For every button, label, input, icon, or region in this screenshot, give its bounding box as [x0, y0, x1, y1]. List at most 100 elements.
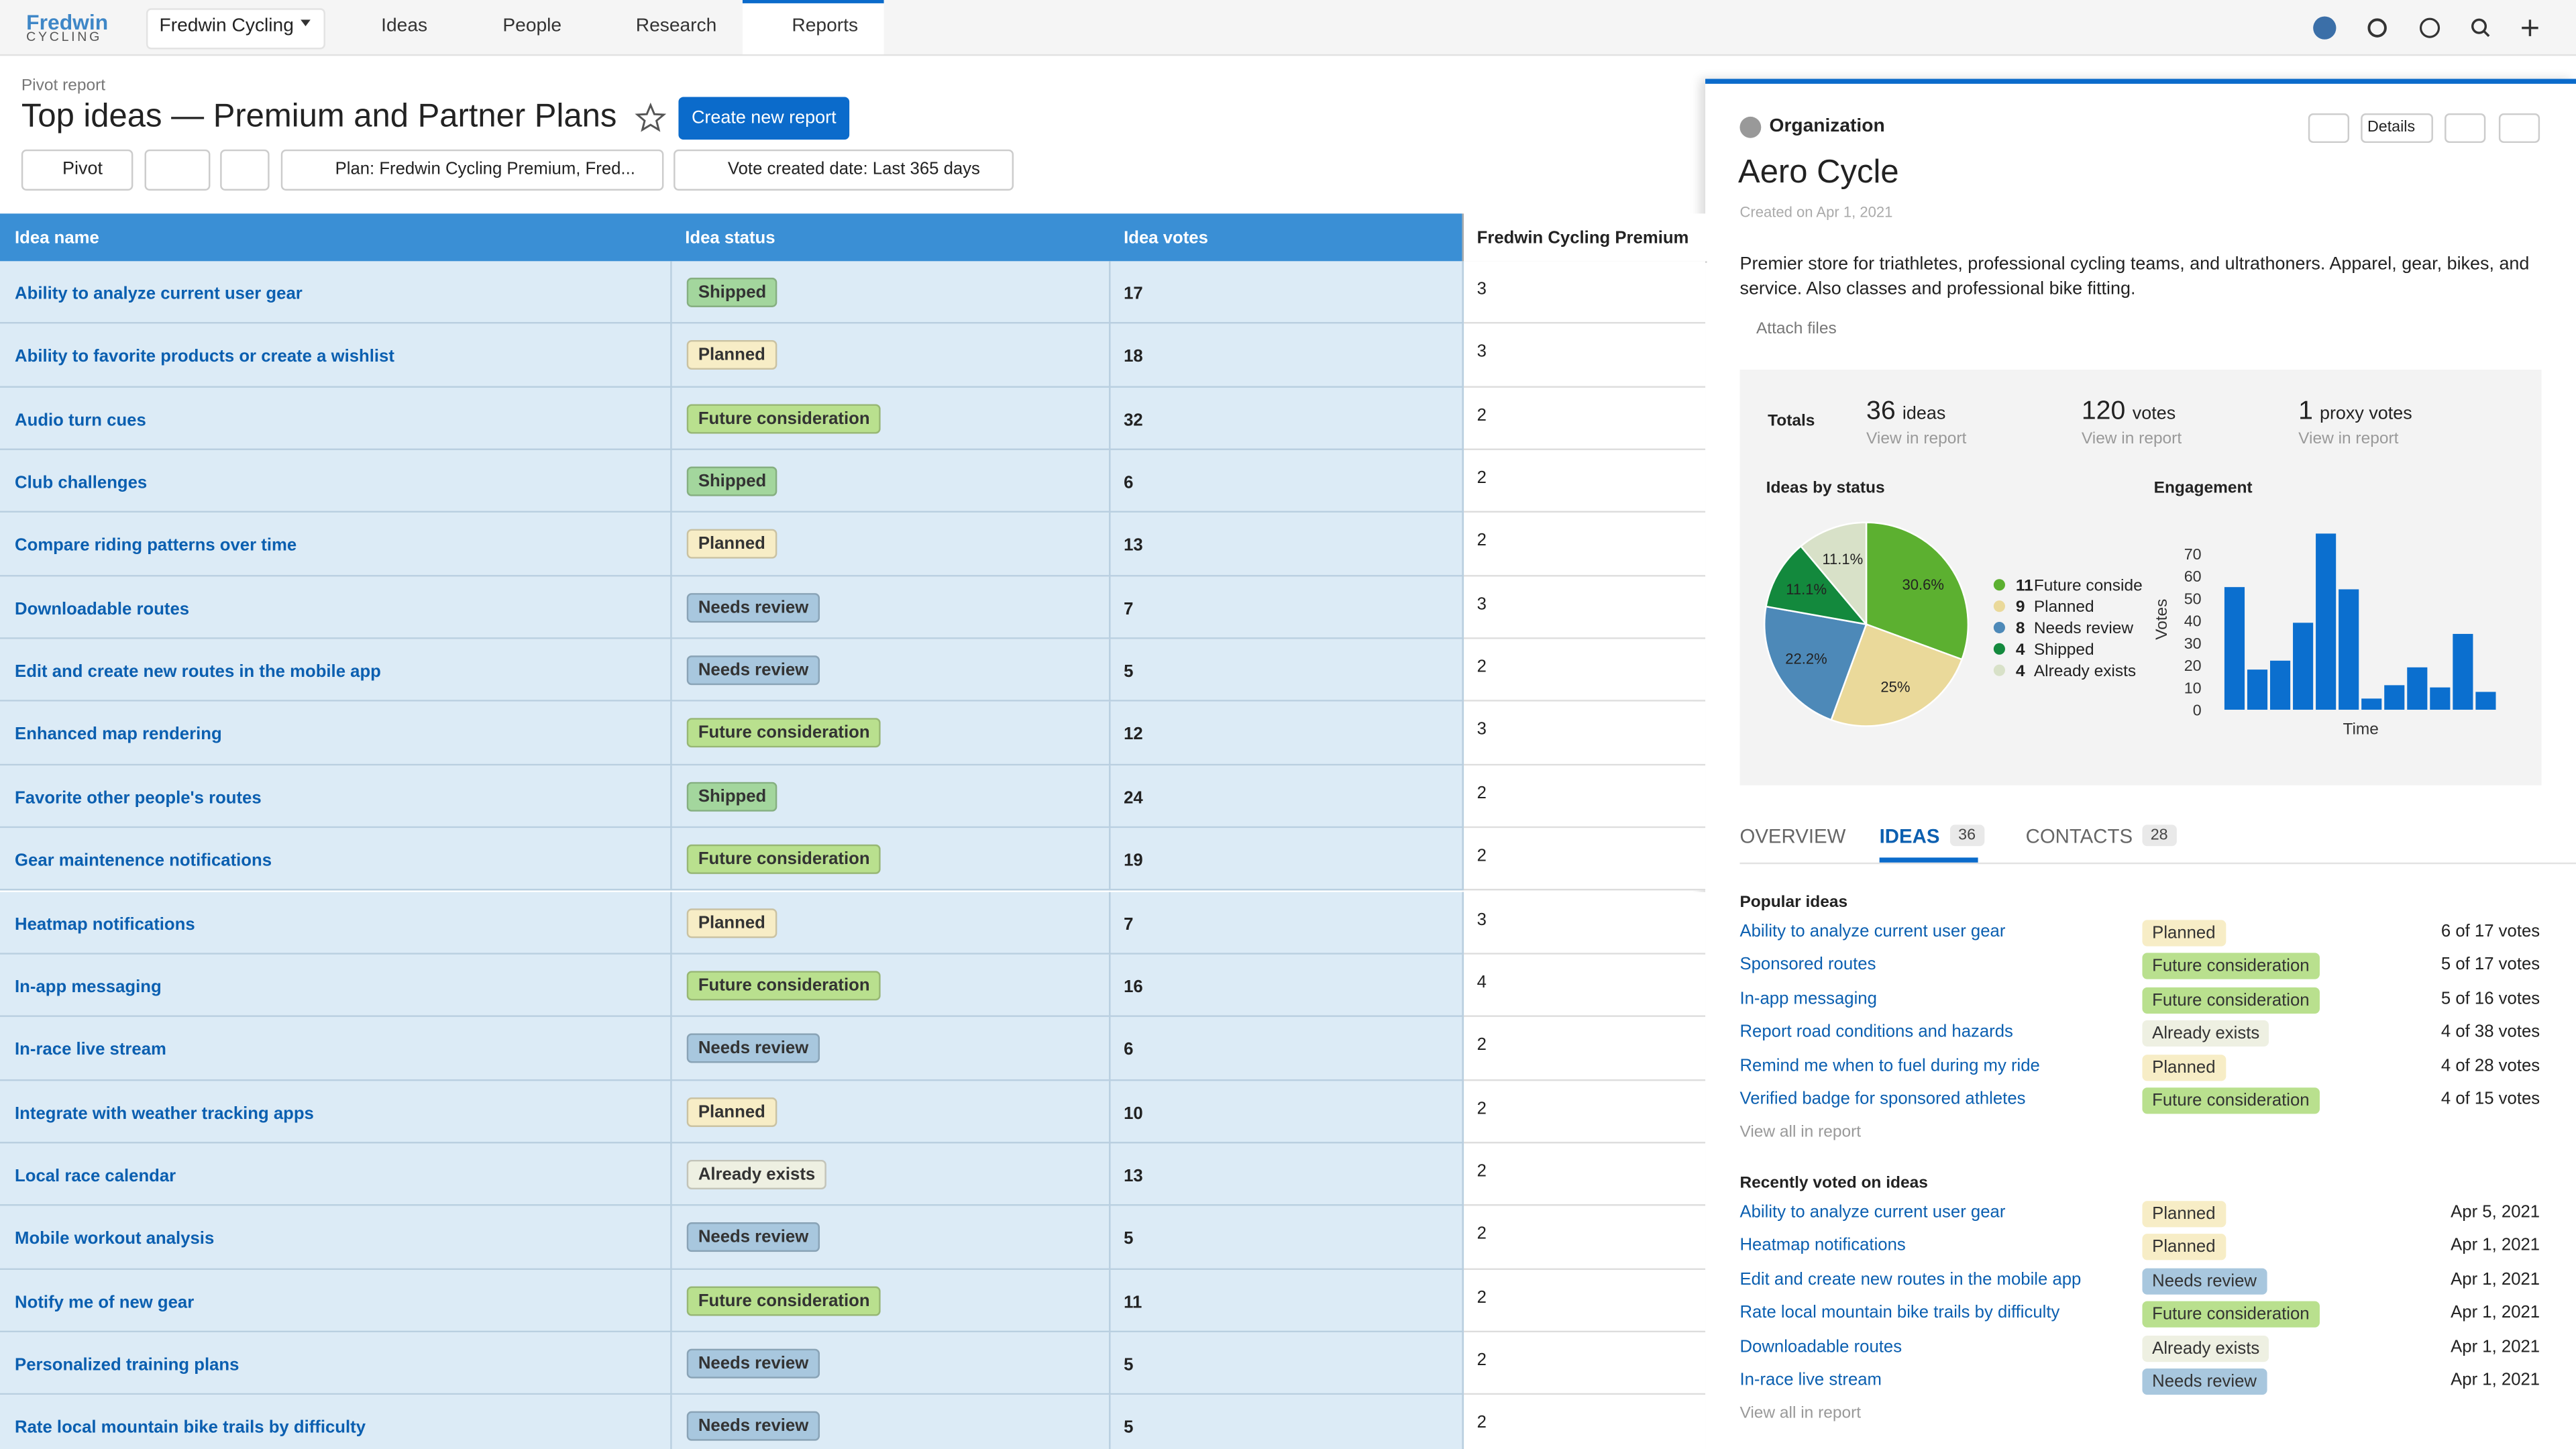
filter-button[interactable]	[220, 149, 270, 191]
column-divider	[670, 1080, 672, 1144]
idea-link[interactable]: In-app messaging	[1739, 988, 1877, 1009]
more-button[interactable]	[2445, 113, 2486, 144]
back-button[interactable]	[2308, 113, 2350, 144]
close-button[interactable]	[2498, 113, 2540, 144]
idea-name[interactable]: Personalized training plans	[15, 1355, 239, 1375]
idea-votes: 6	[1124, 473, 1134, 493]
idea-name[interactable]: Rate local mountain bike trails by diffi…	[15, 1418, 366, 1438]
column-divider	[670, 576, 672, 639]
filter-date[interactable]	[674, 149, 1014, 191]
idea-link[interactable]: In-race live stream	[1739, 1370, 1882, 1390]
idea-link[interactable]: Edit and create new routes in the mobile…	[1739, 1269, 2082, 1289]
caret	[301, 19, 311, 27]
idea-name[interactable]: Enhanced map rendering	[15, 725, 222, 745]
column-divider	[1462, 1269, 1464, 1332]
column-divider	[670, 513, 672, 576]
view-all-link[interactable]: View all in report	[1739, 1124, 1862, 1142]
column-divider	[1462, 387, 1464, 451]
pie-slice	[1799, 521, 1868, 627]
idea-name[interactable]: Ability to favorite products or create a…	[15, 347, 394, 367]
section-title: Popular ideas	[1739, 894, 1848, 912]
status-badge: Future consideration	[2142, 1301, 2320, 1328]
idea-link[interactable]: Ability to analyze current user gear	[1739, 1202, 2006, 1223]
add-icon[interactable]	[2522, 19, 2538, 36]
column-divider	[670, 387, 672, 451]
idea-name[interactable]: Club challenges	[15, 473, 148, 493]
total-link[interactable]: View in report	[2081, 430, 2182, 449]
nav-item[interactable]: Ideas	[381, 16, 428, 36]
total-link[interactable]: View in report	[2298, 430, 2399, 449]
idea-name[interactable]: Gear maintenence notifications	[15, 851, 272, 871]
filter-plan[interactable]	[280, 149, 664, 191]
idea-name[interactable]: In-race live stream	[15, 1040, 166, 1061]
tab[interactable]: CONTACTS	[2025, 824, 2133, 848]
idea-name[interactable]: Audio turn cues	[15, 410, 146, 430]
tab[interactable]: IDEAS	[1879, 824, 1940, 848]
idea-link[interactable]: Sponsored routes	[1739, 955, 1876, 975]
column-divider	[1109, 891, 1111, 955]
idea-name[interactable]: Mobile workout analysis	[15, 1229, 215, 1249]
y-tick-label: 40	[2184, 612, 2202, 630]
logo[interactable]: Fredwin	[26, 9, 109, 35]
idea-votes: 5	[1124, 1418, 1134, 1438]
y-tick-label: 50	[2184, 590, 2202, 607]
premium-votes: 2	[1477, 657, 1487, 678]
premium-votes: 2	[1477, 846, 1487, 866]
idea-name[interactable]: Downloadable routes	[15, 599, 190, 619]
nav-item[interactable]: People	[502, 16, 562, 36]
idea-link[interactable]: Ability to analyze current user gear	[1739, 921, 2006, 942]
tab[interactable]: OVERVIEW	[1739, 824, 1846, 848]
settings-icon[interactable]	[2367, 18, 2387, 38]
column-divider	[1462, 702, 1464, 765]
column-divider	[670, 1017, 672, 1081]
column-header[interactable]: Idea votes	[1124, 228, 1208, 248]
search-icon[interactable]	[2471, 18, 2487, 34]
idea-name[interactable]: Edit and create new routes in the mobile…	[15, 662, 381, 682]
help-icon[interactable]	[2419, 17, 2440, 38]
details-button[interactable]	[2361, 113, 2433, 144]
idea-name[interactable]: Local race calendar	[15, 1166, 176, 1186]
column-header[interactable]: Fredwin Cycling Premium	[1477, 228, 1689, 248]
legend-count: 9	[2016, 598, 2025, 616]
idea-link[interactable]: Rate local mountain bike trails by diffi…	[1739, 1303, 2060, 1323]
favorite-star[interactable]	[634, 102, 667, 135]
idea-name[interactable]: Notify me of new gear	[15, 1292, 195, 1312]
avatar[interactable]	[2313, 16, 2337, 40]
column-divider	[1462, 1080, 1464, 1144]
breadcrumb[interactable]: Pivot report	[21, 77, 106, 96]
idea-link[interactable]: Verified badge for sponsored athletes	[1739, 1089, 2026, 1110]
view-all-link[interactable]: View all in report	[1739, 1404, 1862, 1423]
column-header[interactable]: Idea name	[15, 228, 99, 248]
bar	[2293, 623, 2314, 710]
nav-item[interactable]: Research	[635, 16, 717, 36]
column-header[interactable]: Idea status	[685, 228, 775, 248]
view-select[interactable]	[21, 149, 133, 191]
status-badge: Planned	[2142, 1234, 2226, 1261]
status-badge: Already exists	[2142, 1335, 2269, 1362]
total-link[interactable]: View in report	[1866, 430, 1967, 449]
table-row-bg	[1462, 261, 1706, 325]
column-divider	[1462, 1017, 1464, 1081]
attach-files[interactable]: Attach files	[1756, 320, 1837, 339]
idea-link[interactable]: Remind me when to fuel during my ride	[1739, 1055, 2040, 1076]
workspace-select[interactable]	[146, 8, 325, 50]
idea-link[interactable]: Heatmap notifications	[1739, 1236, 1906, 1256]
idea-name[interactable]: In-app messaging	[15, 977, 162, 998]
idea-votes: 24	[1124, 788, 1143, 808]
settings-button[interactable]	[144, 149, 211, 191]
idea-votes: 7	[1124, 599, 1134, 619]
create-button[interactable]	[678, 97, 850, 140]
y-tick-label: 60	[2184, 568, 2202, 585]
idea-link[interactable]: Report road conditions and hazards	[1739, 1022, 2013, 1042]
idea-name[interactable]: Favorite other people's routes	[15, 788, 262, 808]
create-button-label: Create new report	[691, 108, 837, 129]
idea-link[interactable]: Downloadable routes	[1739, 1336, 1902, 1356]
idea-name[interactable]: Ability to analyze current user gear	[15, 284, 303, 305]
nav-item[interactable]: Reports	[792, 16, 859, 36]
idea-name[interactable]: Integrate with weather tracking apps	[15, 1103, 314, 1123]
idea-name[interactable]: Heatmap notifications	[15, 914, 195, 934]
premium-votes: 2	[1477, 1161, 1487, 1181]
org-name: Aero Cycle	[1738, 154, 1899, 191]
idea-name[interactable]: Compare riding patterns over time	[15, 536, 297, 556]
premium-votes: 3	[1477, 594, 1487, 614]
